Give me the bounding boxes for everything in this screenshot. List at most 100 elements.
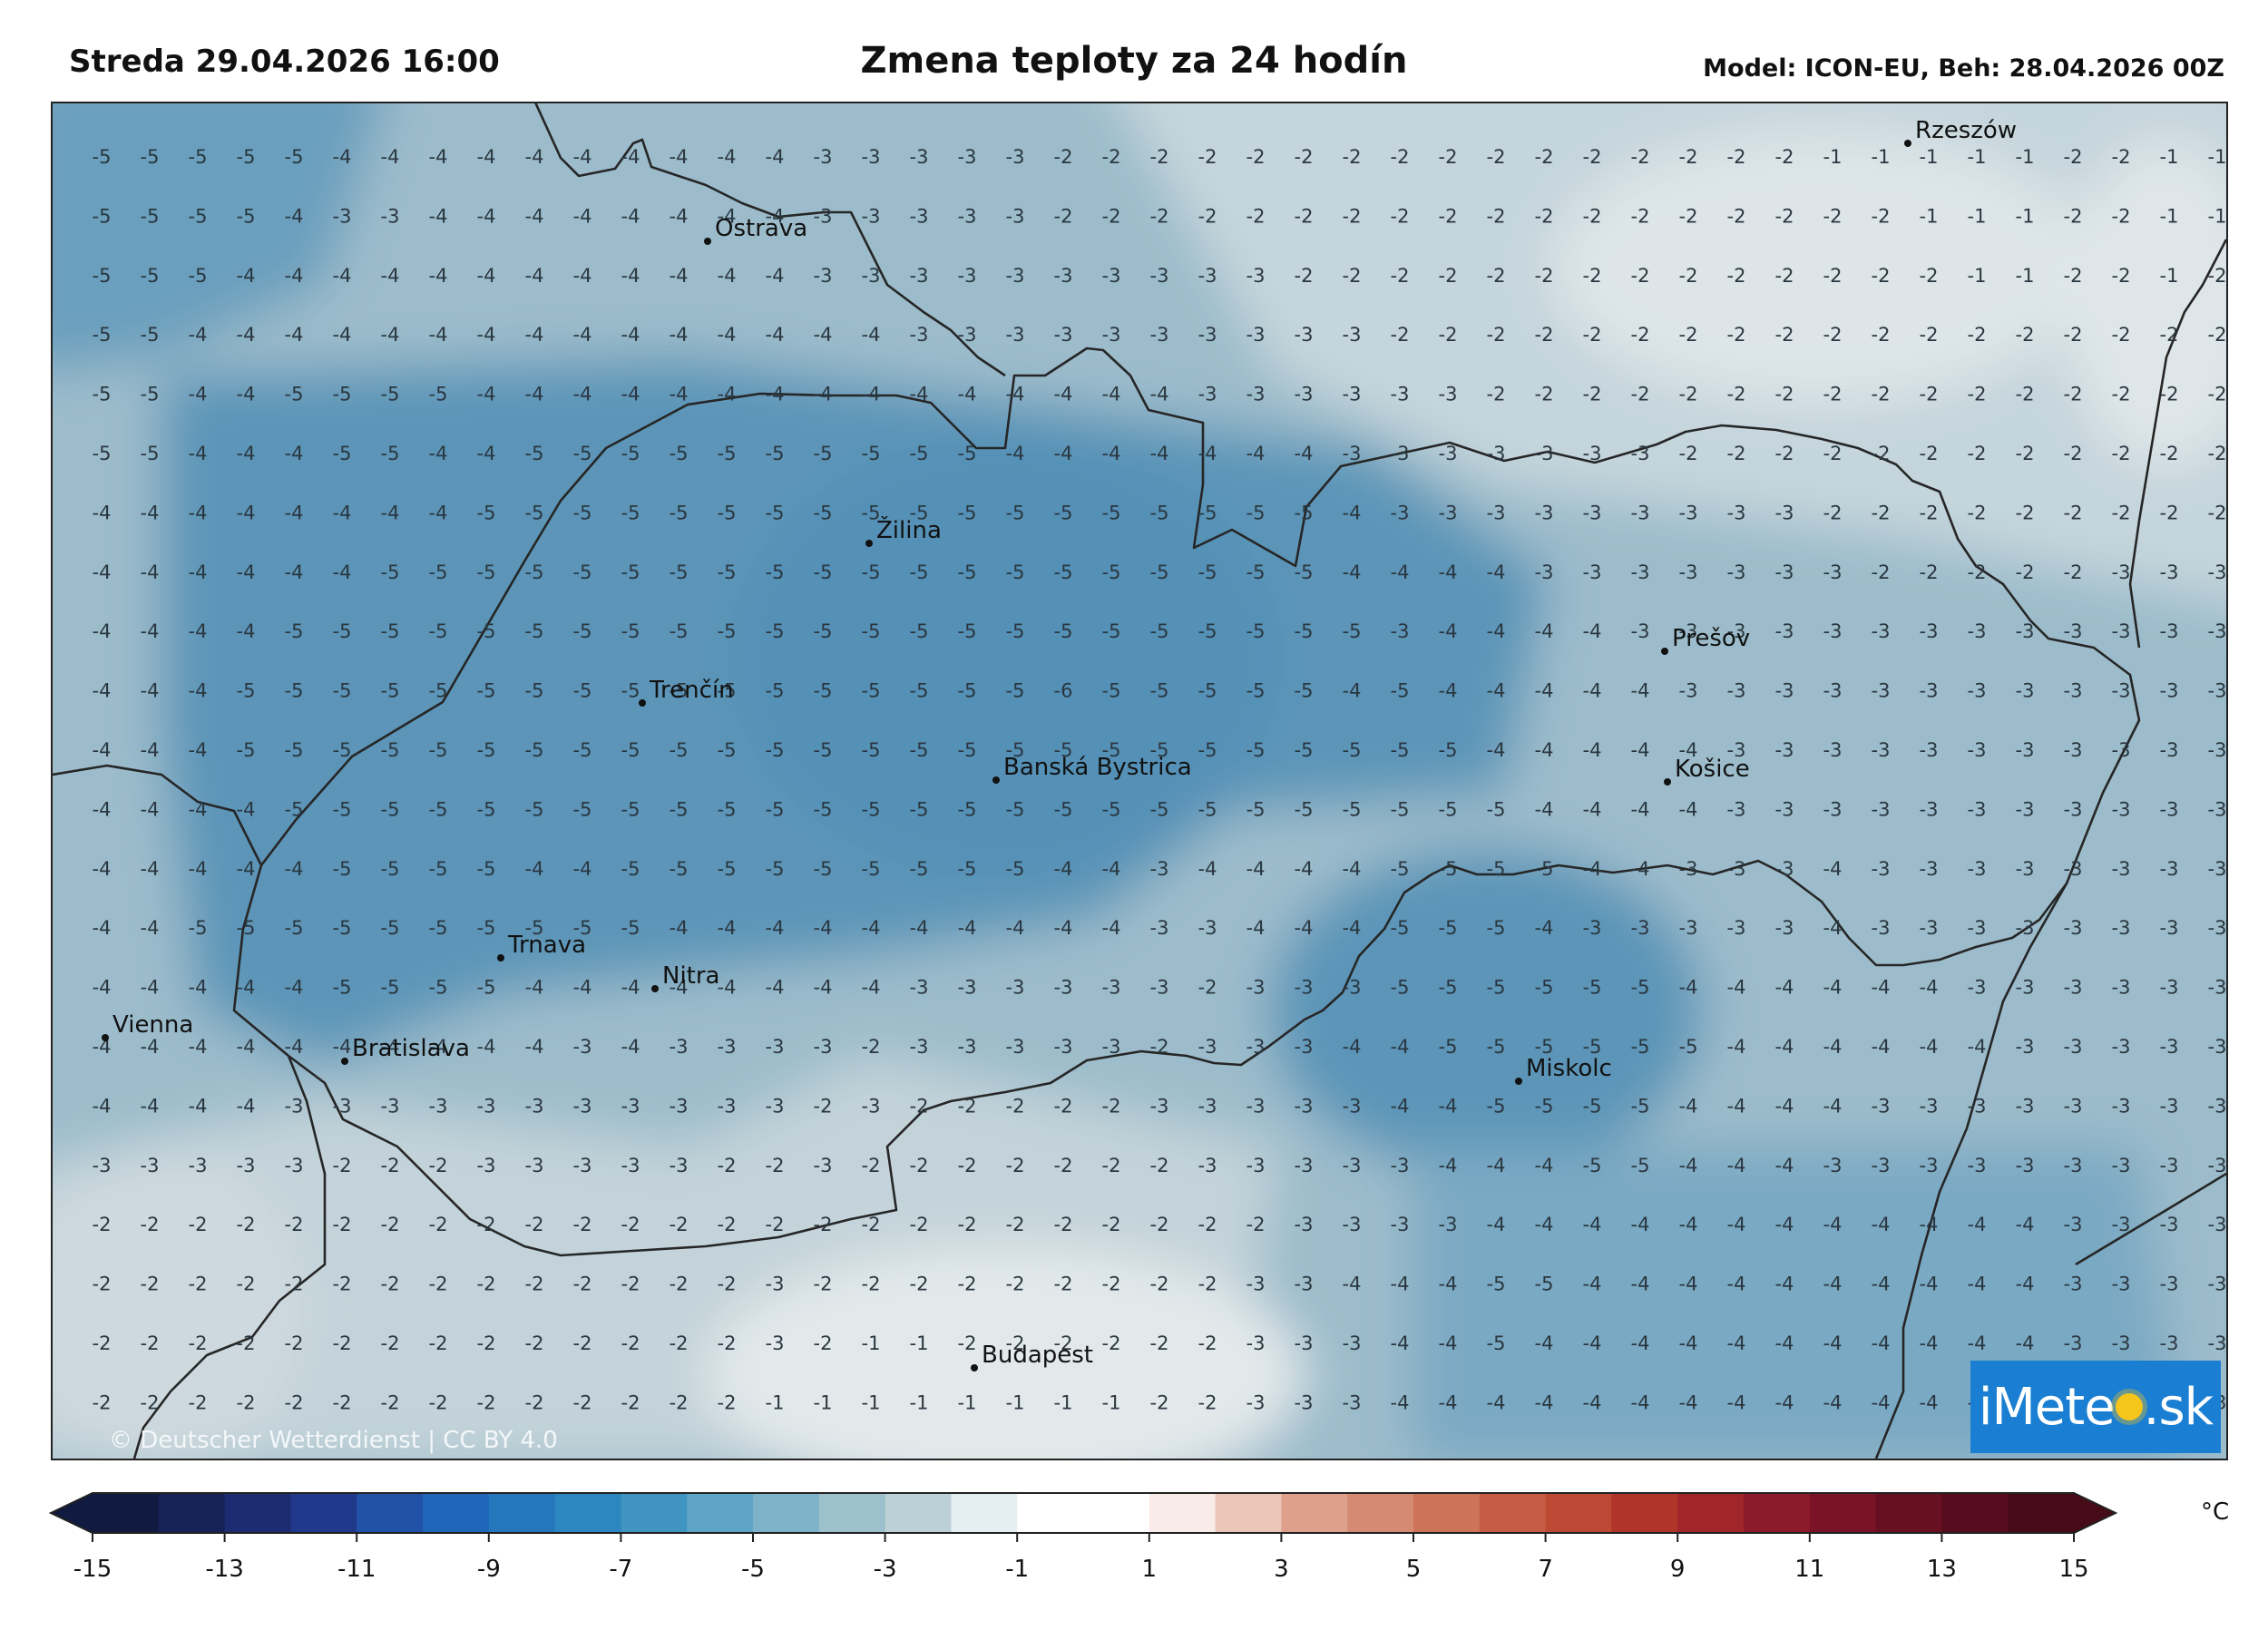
grid-value: -4 xyxy=(1920,1391,1939,1413)
city-marker[interactable]: Ostrava xyxy=(704,215,807,245)
colorbar-segment xyxy=(1479,1493,1547,1533)
grid-value: -4 xyxy=(718,977,737,999)
grid-value: -3 xyxy=(1968,977,1987,999)
city-label: Trnava xyxy=(507,932,586,959)
city-marker[interactable]: Miskolc xyxy=(1515,1055,1612,1085)
colorbar-segment xyxy=(1149,1493,1217,1533)
grid-value: -5 xyxy=(285,680,304,702)
grid-value: -5 xyxy=(621,502,640,523)
grid-value: -3 xyxy=(1968,620,1987,642)
grid-value: -5 xyxy=(381,739,400,761)
grid-value: -2 xyxy=(93,1391,112,1413)
grid-value: -2 xyxy=(1198,205,1217,227)
grid-value: -3 xyxy=(862,265,881,287)
grid-value: -2 xyxy=(477,1274,496,1295)
city-marker[interactable]: Banská Bystrica xyxy=(992,754,1192,784)
grid-value: -3 xyxy=(1439,502,1458,523)
grid-value: -2 xyxy=(1679,443,1698,464)
grid-value: -3 xyxy=(2208,1036,2226,1058)
grid-value: -3 xyxy=(1775,502,1794,523)
grid-value: -4 xyxy=(429,146,448,168)
grid-value: -5 xyxy=(1391,858,1410,880)
grid-value: -4 xyxy=(1535,1214,1554,1235)
grid-value: -3 xyxy=(381,205,400,227)
grid-value: -2 xyxy=(381,1332,400,1354)
grid-value: -4 xyxy=(477,324,496,346)
grid-value: -4 xyxy=(573,384,592,405)
colorbar-segment xyxy=(1215,1493,1282,1533)
grid-value: -5 xyxy=(1391,739,1410,761)
grid-value: -5 xyxy=(237,917,256,939)
grid-value: -4 xyxy=(525,265,544,287)
grid-value: -3 xyxy=(1872,620,1891,642)
grid-value: -2 xyxy=(1391,324,1410,346)
grid-value: -1 xyxy=(1102,1391,1121,1413)
grid-value: -1 xyxy=(2160,146,2179,168)
city-marker[interactable]: Prešov xyxy=(1661,625,1750,655)
grid-value: -5 xyxy=(1295,561,1314,583)
grid-value: -5 xyxy=(477,798,496,820)
grid-value: -3 xyxy=(2064,1036,2083,1058)
city-marker[interactable]: Rzeszów xyxy=(1904,117,2017,147)
temperature-change-map[interactable]: -5 -5 -5 -5 -5 -4 -4 -4 -4 -4 -4 -4 -4 -4 -4 -3 -3 -3 -3 -3… xyxy=(51,102,2228,1460)
grid-value: -4 xyxy=(1391,1095,1410,1117)
grid-value: -1 xyxy=(2016,265,2035,287)
grid-value: -4 xyxy=(1054,384,1073,405)
grid-value: -2 xyxy=(1631,146,1650,168)
imeteo-logo[interactable]: iMete .sk xyxy=(1970,1361,2221,1453)
grid-value: -2 xyxy=(429,1274,448,1295)
colorbar-unit: °C xyxy=(2201,1498,2230,1526)
grid-value: -5 xyxy=(333,858,352,880)
grid-value: -2 xyxy=(1487,384,1506,405)
grid-value: -4 xyxy=(189,324,208,346)
grid-value: -3 xyxy=(2160,798,2179,820)
grid-value: -3 xyxy=(766,1332,785,1354)
grid-value: -5 xyxy=(862,561,881,583)
grid-value: -2 xyxy=(958,1274,977,1295)
grid-value: -3 xyxy=(2112,917,2131,939)
city-marker[interactable]: Vienna xyxy=(102,1011,193,1041)
grid-value: -2 xyxy=(2064,205,2083,227)
grid-value: -2 xyxy=(2208,324,2226,346)
grid-value: -3 xyxy=(2016,739,2035,761)
city-marker[interactable]: Nitra xyxy=(651,962,720,992)
grid-value: -4 xyxy=(1823,1036,1843,1058)
grid-value: -4 xyxy=(1102,858,1121,880)
grid-value: -2 xyxy=(1583,146,1602,168)
grid-value: -5 xyxy=(814,443,833,464)
grid-value: -4 xyxy=(718,324,737,346)
grid-value: -3 xyxy=(1920,917,1939,939)
grid-value: -4 xyxy=(1968,1332,1987,1354)
grid-value: -2 xyxy=(1775,205,1794,227)
grid-value: -4 xyxy=(1920,1214,1939,1235)
grid-value: -3 xyxy=(1968,680,1987,702)
forecast-datetime: Streda 29.04.2026 16:00 xyxy=(69,44,500,80)
grid-value: -3 xyxy=(1150,917,1169,939)
grid-value: -5 xyxy=(910,798,929,820)
grid-value: -3 xyxy=(2160,1036,2179,1058)
grid-value: -4 xyxy=(189,680,208,702)
city-marker[interactable]: Trnava xyxy=(497,932,586,961)
grid-value: -4 xyxy=(1631,858,1650,880)
city-dot xyxy=(497,954,504,961)
grid-value: -5 xyxy=(1150,561,1169,583)
city-marker[interactable]: Žilina xyxy=(865,515,942,547)
city-marker[interactable]: Budapest xyxy=(971,1342,1093,1371)
grid-value: -4 xyxy=(141,561,160,583)
grid-value: -2 xyxy=(2112,205,2131,227)
colorbar-segment xyxy=(818,1493,886,1533)
grid-value: -5 xyxy=(1006,739,1025,761)
city-marker[interactable]: Košice xyxy=(1664,756,1750,786)
colorbar-tick-label: 1 xyxy=(1142,1556,1158,1583)
grid-value: -5 xyxy=(718,561,737,583)
city-marker[interactable]: Bratislava xyxy=(341,1035,470,1065)
grid-value: -3 xyxy=(2208,977,2226,999)
grid-value: -4 xyxy=(525,858,544,880)
city-marker[interactable]: Trenčín xyxy=(639,677,734,707)
grid-value: -3 xyxy=(1583,502,1602,523)
grid-value: -2 xyxy=(237,1214,256,1235)
grid-value: -4 xyxy=(477,265,496,287)
grid-value: -3 xyxy=(1343,1214,1362,1235)
grid-value: -2 xyxy=(285,1214,304,1235)
grid-value: -4 xyxy=(189,443,208,464)
